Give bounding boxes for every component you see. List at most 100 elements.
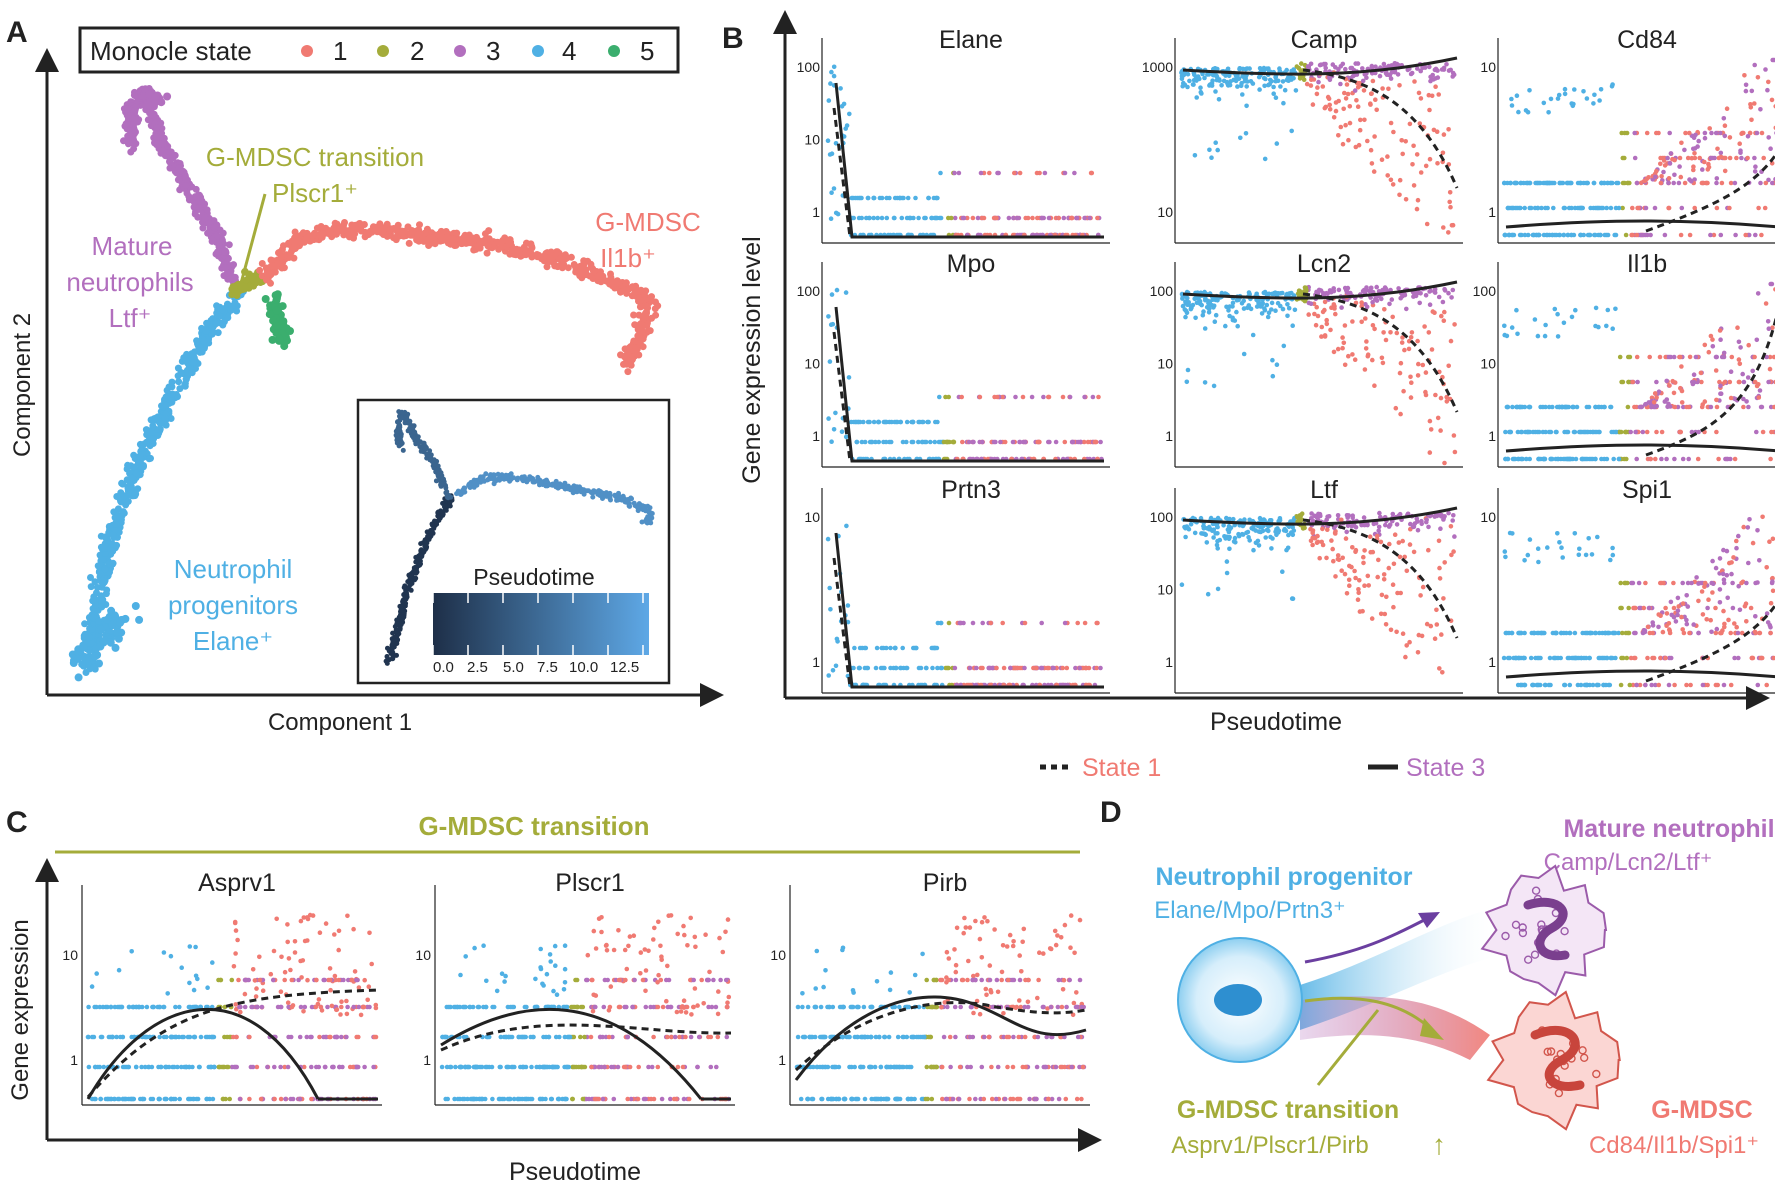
pseudotime-tick-0: 0.0 <box>433 659 454 676</box>
pseudotime-tick-1: 2.5 <box>467 659 488 676</box>
gene-plot-points <box>85 912 379 1102</box>
panel-a-xlabel: Component 1 <box>268 709 412 736</box>
gene-plot-tick-label: 1 <box>778 1052 786 1068</box>
trajectory-scatter <box>68 85 662 682</box>
gene-plot-points <box>1501 514 1775 688</box>
state-1-fit-line <box>832 331 852 462</box>
panel-c-title: G-MDSC transition <box>418 811 649 841</box>
gmdsc-cell <box>1486 990 1621 1131</box>
state-3-fit-line <box>1182 56 1458 76</box>
cell-granule <box>1518 923 1527 932</box>
gene-plot-tick-label: 10 <box>62 947 78 963</box>
cell-granule <box>1560 927 1569 936</box>
state-5-label: 5 <box>640 36 654 66</box>
gene-plot-tick-label: 1 <box>1488 428 1496 444</box>
gene-plot-tick-label: 100 <box>1150 283 1174 299</box>
state-1-fit-line <box>1302 518 1459 639</box>
gene-plot-tick-label: 10 <box>1480 59 1496 75</box>
gene-plot-tick-label: 10 <box>804 509 820 525</box>
gene-plot-points <box>439 913 732 1102</box>
panel-c-letter: C <box>6 806 28 839</box>
transition-gene-plot-plscr1: Plscr1 10 1 <box>415 869 735 1106</box>
gene-plot-tick-label: 100 <box>797 283 821 299</box>
gene-plot-elane: Elane 100 10 1 <box>797 26 1110 244</box>
panel-c-gene-grid: Asprv1 10 1 Plscr1 10 1 Pirb 10 1 <box>62 869 1090 1106</box>
gene-plot-points <box>826 287 1104 462</box>
gene-plot-tick-label: 10 <box>1157 204 1173 220</box>
gene-plot-tick-label: 100 <box>797 59 821 75</box>
state-2-cluster <box>228 267 267 299</box>
state-1-fit-line <box>86 988 379 1098</box>
state-4-swatch <box>532 45 544 57</box>
state-1-fit-line <box>440 1023 732 1052</box>
inset-gmdsc <box>454 471 655 526</box>
state-legend-entry-5: 5 <box>608 36 654 66</box>
gene-plot-tick-label: 10 <box>1157 356 1173 372</box>
state-3-fit-line <box>1182 280 1458 300</box>
state-1-branch <box>256 219 662 376</box>
gene-plot-title: Prtn3 <box>941 476 1001 504</box>
gmdsc-transition-label: G-MDSC transition <box>206 142 424 172</box>
state-1-fit-line <box>832 557 852 688</box>
transition-gene-plot-pirb: Pirb 10 1 <box>770 869 1090 1106</box>
state-5-swatch <box>608 45 620 57</box>
state-legend-entry-1: 1 <box>301 36 347 66</box>
cell-granule <box>1530 950 1540 959</box>
state-1-fit-line <box>1302 68 1459 189</box>
cell-granule <box>1501 931 1510 941</box>
gene-plot-title: Pirb <box>923 869 967 897</box>
panel-b-ylabel: Gene expression level <box>738 236 766 483</box>
gene-plot-tick-label: 1000 <box>1142 59 1173 75</box>
cell-granule <box>1531 886 1541 895</box>
gene-plot-tick-label: 100 <box>1473 283 1497 299</box>
state-1-label: 1 <box>333 36 347 66</box>
gene-plot-title: Lcn2 <box>1297 250 1351 278</box>
state-3-label: 3 <box>486 36 500 66</box>
state-legend-box <box>78 26 680 74</box>
gene-plot-title: Mpo <box>947 250 996 278</box>
state-3-fit-line <box>1505 219 1775 229</box>
gene-plot-tick-label: 100 <box>1150 509 1174 525</box>
panel-c: C G-MDSC transition Gene expression Pseu… <box>6 806 1102 1186</box>
progenitor-label-1: Neutrophil <box>174 554 293 584</box>
pseudotime-inset-scatter <box>383 409 655 666</box>
state-4-base <box>68 602 144 682</box>
cell-granule <box>1523 955 1533 964</box>
gene-plot-tick-label: 10 <box>415 947 431 963</box>
gene-plot-tick-label: 10 <box>1480 509 1496 525</box>
panel-a-letter: A <box>6 16 28 49</box>
pseudotime-colorbar-ticks <box>432 593 644 655</box>
arrow-to-mature-head <box>1418 912 1440 928</box>
progenitor-genes: Elane/Mpo/Prtn3⁺ <box>1154 897 1345 924</box>
pseudotime-tick-labels: 0.0 2.5 5.0 7.5 10.0 12.5 <box>433 659 639 676</box>
state-3-fit-line <box>1505 443 1775 453</box>
panel-b-gene-grid: Elane100101Camp100010Cd84101Mpo100101Lcn… <box>797 26 1775 694</box>
transition-title: G-MDSC transition <box>1177 1096 1399 1124</box>
gmdsc-title: G-MDSC <box>1651 1096 1752 1124</box>
gmdsc-label-2: Il1b⁺ <box>600 243 656 273</box>
gene-plot-tick-label: 1 <box>812 428 820 444</box>
state-3-fit-line <box>1505 669 1775 679</box>
state-1-fit-line <box>1302 292 1459 413</box>
state-3-branch <box>120 85 243 295</box>
panel-b-xlabel: Pseudotime <box>1210 708 1342 736</box>
state-legend-entry-2: 2 <box>377 36 424 66</box>
gene-plot-points <box>1501 57 1775 238</box>
gene-plot-points <box>1502 281 1775 462</box>
state-1-fit-line <box>1645 602 1775 683</box>
progenitor-title: Neutrophil progenitor <box>1156 863 1413 891</box>
panel-a: A Component 1 Component 2 Monocle state … <box>6 16 724 736</box>
transition-gene-plot-asprv1: Asprv1 10 1 <box>62 869 382 1106</box>
gene-plot-tick-label: 10 <box>804 132 820 148</box>
gene-plot-lcn2: Lcn2 100 10 1 <box>1150 250 1463 468</box>
cell-granule <box>1592 1069 1601 1079</box>
pseudotime-tick-4: 10.0 <box>569 659 598 676</box>
state-legend-entry-3: 3 <box>454 36 500 66</box>
mature-neutrophil-cell <box>1480 864 1608 997</box>
state-legend-title: Monocle state <box>90 36 252 66</box>
gene-plot-title: Camp <box>1291 26 1358 54</box>
gene-plot-title: Elane <box>939 26 1003 54</box>
state-1-fit-line <box>832 107 852 238</box>
progenitor-label-3: Elane⁺ <box>193 626 273 656</box>
